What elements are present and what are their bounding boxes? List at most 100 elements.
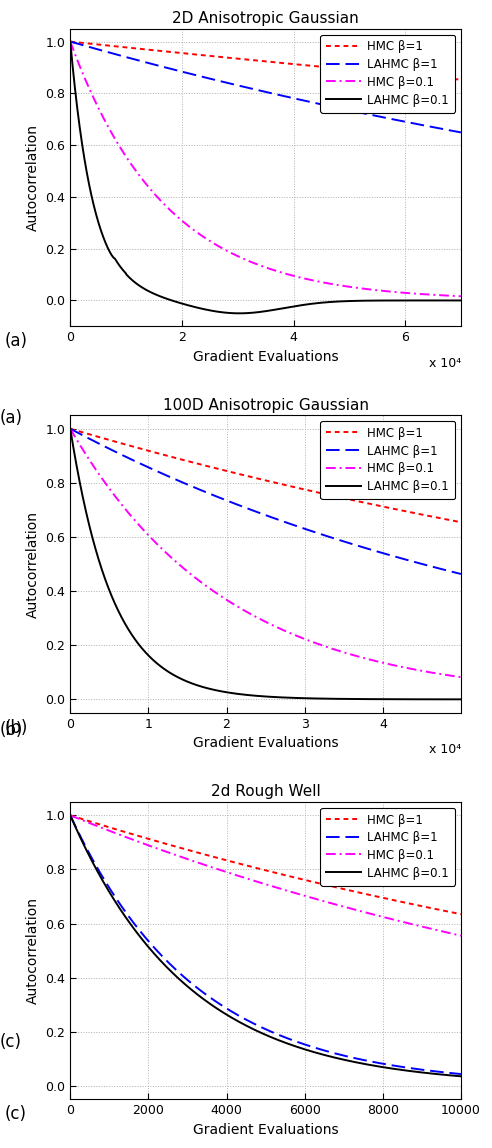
LAHMC β=0.1 — [458, 294, 464, 308]
LAHMC β=1 — [217, 998, 223, 1011]
Text: x 10⁴: x 10⁴ — [429, 357, 461, 370]
LAHMC β=0.1 — [237, 307, 243, 320]
LAHMC β=0.1 — [234, 687, 240, 700]
HMC β=0.1 — [135, 166, 141, 180]
LAHMC β=1 — [112, 444, 118, 458]
Line: LAHMC β=0.1: LAHMC β=0.1 — [70, 428, 461, 699]
HMC β=0.1 — [458, 670, 464, 684]
LAHMC β=0.1 — [217, 1003, 223, 1017]
LAHMC β=1 — [408, 554, 414, 568]
LAHMC β=1 — [217, 75, 223, 88]
Legend: HMC β=1, LAHMC β=1, HMC β=0.1, LAHMC β=0.1: HMC β=1, LAHMC β=1, HMC β=0.1, LAHMC β=0… — [320, 421, 455, 499]
HMC β=0.1 — [234, 869, 240, 883]
LAHMC β=1 — [450, 565, 456, 579]
Line: LAHMC β=1: LAHMC β=1 — [70, 41, 461, 132]
HMC β=0.1 — [67, 421, 73, 435]
HMC β=0.1 — [67, 808, 73, 822]
HMC β=0.1 — [450, 289, 456, 303]
HMC β=1 — [217, 852, 223, 866]
LAHMC β=1 — [450, 1066, 456, 1080]
HMC β=1 — [135, 829, 141, 843]
HMC β=1 — [112, 39, 118, 53]
LAHMC β=1 — [234, 497, 240, 511]
X-axis label: Gradient Evaluations: Gradient Evaluations — [193, 736, 338, 751]
Title: 100D Anisotropic Gaussian: 100D Anisotropic Gaussian — [163, 397, 369, 412]
HMC β=1 — [112, 822, 118, 836]
HMC β=1 — [234, 52, 240, 65]
Line: LAHMC β=0.1: LAHMC β=0.1 — [70, 41, 461, 313]
Y-axis label: Autocorrelation: Autocorrelation — [26, 897, 40, 1004]
HMC β=1 — [112, 435, 118, 449]
LAHMC β=0.1 — [408, 1064, 414, 1078]
LAHMC β=0.1 — [67, 421, 73, 435]
LAHMC β=0.1 — [408, 294, 414, 308]
HMC β=1 — [67, 808, 73, 822]
LAHMC β=0.1 — [450, 692, 456, 706]
HMC β=0.1 — [408, 287, 414, 301]
Text: (b): (b) — [0, 721, 24, 739]
HMC β=0.1 — [112, 827, 118, 840]
HMC β=1 — [408, 897, 414, 910]
HMC β=0.1 — [458, 289, 464, 303]
HMC β=1 — [234, 466, 240, 480]
LAHMC β=0.1 — [450, 1069, 456, 1083]
LAHMC β=1 — [112, 47, 118, 61]
HMC β=1 — [408, 505, 414, 519]
HMC β=0.1 — [217, 240, 223, 254]
HMC β=1 — [450, 514, 456, 528]
HMC β=0.1 — [135, 517, 141, 530]
HMC β=1 — [450, 72, 456, 86]
HMC β=0.1 — [408, 917, 414, 931]
LAHMC β=0.1 — [135, 636, 141, 650]
LAHMC β=0.1 — [458, 1070, 464, 1084]
LAHMC β=1 — [67, 421, 73, 435]
LAHMC β=1 — [67, 808, 73, 822]
LAHMC β=0.1 — [135, 278, 141, 292]
Line: LAHMC β=1: LAHMC β=1 — [70, 815, 461, 1075]
LAHMC β=0.1 — [217, 684, 223, 698]
HMC β=1 — [458, 72, 464, 86]
LAHMC β=1 — [458, 125, 464, 139]
HMC β=0.1 — [67, 34, 73, 48]
Line: HMC β=0.1: HMC β=0.1 — [70, 815, 461, 936]
LAHMC β=1 — [67, 34, 73, 48]
LAHMC β=0.1 — [217, 305, 223, 319]
LAHMC β=1 — [234, 78, 240, 92]
HMC β=1 — [458, 515, 464, 529]
Line: HMC β=1: HMC β=1 — [70, 428, 461, 522]
HMC β=1 — [135, 441, 141, 455]
HMC β=0.1 — [217, 863, 223, 877]
Legend: HMC β=1, LAHMC β=1, HMC β=0.1, LAHMC β=0.1: HMC β=1, LAHMC β=1, HMC β=0.1, LAHMC β=0… — [320, 808, 455, 885]
LAHMC β=1 — [112, 890, 118, 903]
HMC β=0.1 — [450, 928, 456, 941]
LAHMC β=0.1 — [458, 692, 464, 706]
HMC β=1 — [217, 463, 223, 476]
LAHMC β=0.1 — [135, 928, 141, 941]
Y-axis label: Autocorrelation: Autocorrelation — [26, 511, 40, 618]
Text: (c): (c) — [5, 1106, 27, 1123]
HMC β=1 — [408, 68, 414, 82]
Line: HMC β=1: HMC β=1 — [70, 815, 461, 914]
HMC β=0.1 — [450, 669, 456, 683]
HMC β=1 — [458, 907, 464, 921]
Line: HMC β=0.1: HMC β=0.1 — [70, 41, 461, 296]
HMC β=1 — [450, 906, 456, 920]
HMC β=0.1 — [135, 835, 141, 848]
LAHMC β=0.1 — [408, 692, 414, 706]
LAHMC β=0.1 — [451, 294, 457, 308]
HMC β=0.1 — [234, 599, 240, 613]
LAHMC β=0.1 — [112, 251, 118, 265]
HMC β=0.1 — [217, 589, 223, 603]
HMC β=1 — [217, 51, 223, 64]
LAHMC β=1 — [135, 54, 141, 68]
Text: (c): (c) — [0, 1033, 22, 1052]
LAHMC β=1 — [408, 116, 414, 130]
HMC β=1 — [67, 34, 73, 48]
HMC β=1 — [67, 421, 73, 435]
Line: LAHMC β=1: LAHMC β=1 — [70, 428, 461, 574]
Title: 2d Rough Well: 2d Rough Well — [211, 784, 320, 799]
LAHMC β=1 — [408, 1062, 414, 1076]
LAHMC β=1 — [135, 922, 141, 936]
LAHMC β=0.1 — [112, 597, 118, 611]
HMC β=0.1 — [112, 489, 118, 503]
